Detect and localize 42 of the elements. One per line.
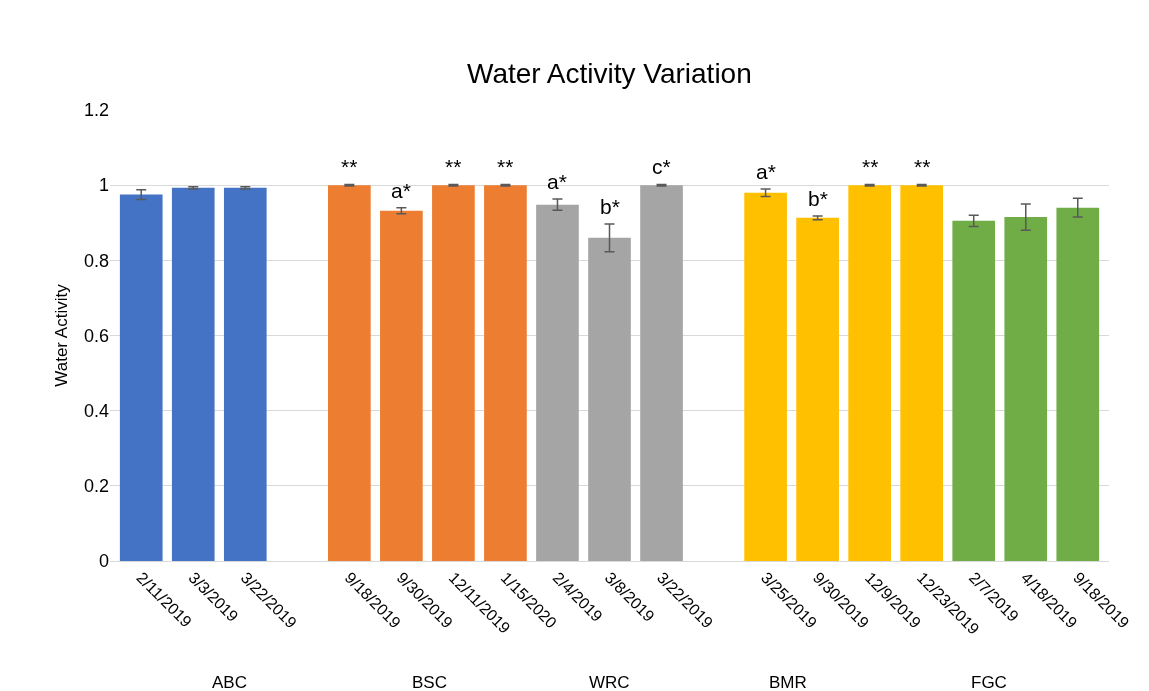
bar	[588, 237, 631, 561]
data-label: a*	[391, 179, 411, 202]
data-label: b*	[808, 187, 828, 210]
y-axis-title: Water Activity	[51, 283, 71, 387]
bar	[744, 192, 787, 561]
bar	[380, 210, 423, 561]
bar	[796, 217, 839, 561]
bar	[640, 185, 683, 561]
bar	[900, 185, 944, 561]
chart-title: Water Activity Variation	[467, 58, 752, 89]
y-tick-label: 1	[98, 175, 109, 196]
bar	[536, 204, 579, 561]
data-label: a*	[547, 170, 567, 193]
text: WRC	[589, 673, 630, 691]
y-tick-label: 0.8	[83, 250, 109, 271]
data-label: **	[914, 155, 931, 178]
bar	[223, 187, 267, 561]
data-label: c*	[652, 155, 671, 178]
data-label: a*	[756, 160, 776, 183]
y-tick-label: 0.2	[83, 476, 109, 497]
bar	[432, 185, 475, 561]
text: ABC	[212, 673, 247, 691]
bar	[119, 194, 163, 561]
bar	[328, 185, 371, 561]
y-tick-label: 0	[98, 551, 109, 572]
data-label: **	[862, 155, 879, 178]
text: BSC	[412, 673, 447, 691]
data-label: **	[341, 155, 358, 178]
bar	[848, 185, 891, 561]
bar	[484, 185, 527, 561]
bar	[1004, 217, 1048, 561]
y-tick-label: 0.6	[83, 325, 109, 346]
data-label: **	[497, 155, 514, 178]
data-label: b*	[600, 195, 620, 218]
bar	[171, 187, 215, 561]
text: FGC	[971, 673, 1007, 691]
bar	[952, 220, 996, 561]
text: BMR	[769, 673, 807, 691]
data-label: **	[445, 155, 462, 178]
y-tick-label: 1.2	[83, 100, 109, 121]
y-tick-label: 0.4	[83, 400, 109, 421]
bar	[1056, 207, 1100, 561]
